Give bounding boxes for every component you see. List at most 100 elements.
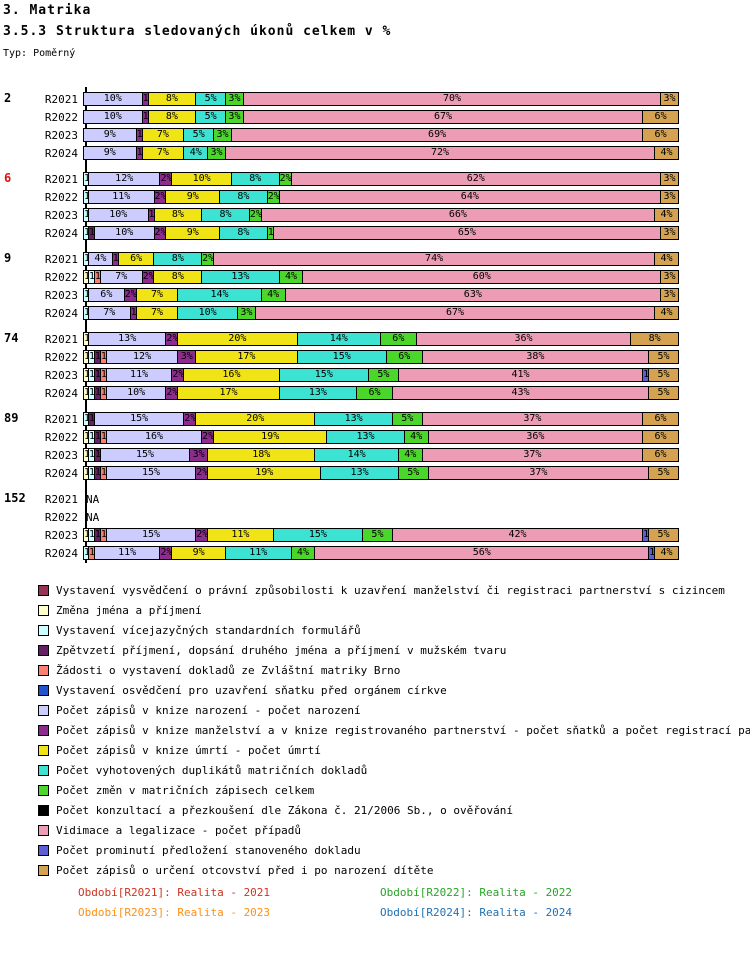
stacked-bar: 16%2%7%14%4%63%3% bbox=[83, 288, 679, 302]
bar-group-2: 2 R2021 10% 1 8% 5% 3% 70% 3% R2022 10% 1 8% 5% 3% 67% 6… bbox=[0, 90, 750, 162]
bar-segment-otcovstvi: 5% bbox=[649, 528, 679, 542]
bar-segment-snatky: 3% bbox=[178, 350, 197, 364]
bar-segment-snatky: 2% bbox=[196, 466, 209, 480]
bar-segment-formulare: 1 bbox=[83, 412, 89, 426]
bar-segment-duplikaty: 5% bbox=[196, 110, 227, 124]
bar-segment-zmeny: 2% bbox=[249, 208, 262, 222]
bar-group-89: 89R20211115%2%20%13%5%37%6%R2022111116%2… bbox=[0, 410, 750, 482]
bar-segment-zpetvzeti: 1 bbox=[94, 430, 101, 444]
bar-segment-umrti: 16% bbox=[184, 368, 280, 382]
stacked-bar: 111%2%9%8%2%64%3% bbox=[83, 190, 679, 204]
bar-segment-zpetvzeti: 1 bbox=[88, 412, 95, 426]
bar-segment-otcovstvi: 6% bbox=[643, 412, 679, 426]
bar-row: R2022 111%2%9%8%2%64%3% bbox=[0, 188, 750, 206]
year-label: R2023 bbox=[44, 288, 78, 302]
bar-segment-vidimace: 36% bbox=[428, 430, 644, 444]
bar-segment-zmeny: 3% bbox=[237, 306, 256, 320]
bar-segment-zmeny: 4% bbox=[261, 288, 286, 302]
bar-segment-umrti: 20% bbox=[178, 332, 298, 346]
bar-segment-narozeni: 15% bbox=[106, 466, 197, 480]
bar-group-74: 74R2021113%2%20%14%6%36%8%R2022111112%3%… bbox=[0, 330, 750, 402]
bar-segment-zpetvzeti: 1 bbox=[94, 448, 101, 462]
year-label: R2022 bbox=[44, 510, 78, 524]
bar-segment-narozeni: 15% bbox=[100, 448, 191, 462]
bar-segment-narozeni: 9% bbox=[83, 146, 137, 160]
bar-segment-zmeny: 6% bbox=[386, 350, 423, 364]
bar-segment-otcovstvi: 3% bbox=[661, 190, 679, 204]
legend-label: Počet konzultací a přezkoušení dle Zákon… bbox=[56, 803, 513, 817]
bar-segment-otcovstvi: 3% bbox=[661, 172, 679, 186]
bar-segment-zpetvzeti: 1 bbox=[94, 386, 101, 400]
bar-segment-zmeny: 2% bbox=[267, 190, 280, 204]
year-label: R2022 bbox=[44, 190, 78, 204]
bar-segment-formulare: 1 bbox=[88, 448, 95, 462]
year-label: R2023 bbox=[44, 208, 78, 222]
stacked-bar: 111115%2%19%13%5%37%5% bbox=[83, 466, 679, 480]
bar-row: R2021112%2%10%8%2%62%3% bbox=[0, 170, 750, 188]
bar-segment-duplikaty: 13% bbox=[315, 412, 393, 426]
year-label: R2022 bbox=[44, 350, 78, 364]
footer-period-r2022: Období[R2022]: Realita - 2022 bbox=[380, 886, 573, 899]
year-label: R2021 bbox=[44, 252, 78, 266]
legend-item-narozeni: Počet zápisů v knize narození - počet na… bbox=[38, 700, 750, 720]
bar-segment-zvlastni: 1 bbox=[100, 466, 107, 480]
bar-segment-zpetvzeti: 1 bbox=[94, 528, 101, 542]
bar-segment-vidimace: 42% bbox=[392, 528, 644, 542]
bar-segment-snatky: 2% bbox=[142, 270, 155, 284]
bar-segment-zvlastni: 1 bbox=[100, 528, 107, 542]
year-label: R2024 bbox=[44, 146, 78, 160]
bar-segment-umrti: 7% bbox=[142, 146, 185, 160]
bar-segment-vidimace: 56% bbox=[315, 546, 650, 560]
bar-segment-formulare: 1 bbox=[83, 252, 89, 266]
bar-segment-vidimace: 70% bbox=[243, 92, 662, 106]
legend-item-otcovstvi: Počet zápisů o určení otcovství před i p… bbox=[38, 860, 750, 880]
bar-segment-otcovstvi: 6% bbox=[643, 430, 679, 444]
bar-segment-duplikaty: 11% bbox=[225, 546, 292, 560]
group-label-9: 9 bbox=[4, 251, 12, 265]
bar-segment-narozeni: 10% bbox=[83, 92, 143, 106]
bar-segment-umrti: 7% bbox=[136, 288, 179, 302]
legend-label: Počet zápisů o určení otcovství před i p… bbox=[56, 863, 434, 877]
year-label: R2023 bbox=[44, 528, 78, 542]
bar-segment-zmena: 1 bbox=[83, 528, 89, 542]
bar-segment-zvlastni: 1 bbox=[100, 386, 107, 400]
chart-axis-line bbox=[85, 87, 87, 563]
bar-segment-snatky: 2% bbox=[172, 368, 185, 382]
period-legend: Období[R2021]: Realita - 2021 Období[R202… bbox=[78, 886, 572, 919]
bar-segment-narozeni: 10% bbox=[88, 208, 149, 222]
bar-segment-snatky: 2% bbox=[160, 172, 173, 186]
bar-segment-zmeny: 4% bbox=[291, 546, 316, 560]
bar-segment-prominuti: 1 bbox=[643, 368, 650, 382]
bar-segment-formulare: 1 bbox=[83, 306, 89, 320]
bar-segment-narozeni: 10% bbox=[106, 386, 167, 400]
bar-segment-snatky: 1 bbox=[148, 208, 155, 222]
legend-label: Vystavení vysvědčení o právní způsobilos… bbox=[56, 583, 725, 597]
bar-segment-vidimace: 37% bbox=[428, 466, 650, 480]
bar-segment-narozeni: 12% bbox=[106, 350, 179, 364]
bar-segment-vidimace: 64% bbox=[279, 190, 662, 204]
legend-label: Zpětvzetí příjmení, dopsání druhého jmén… bbox=[56, 643, 507, 657]
bar-segment-umrti: 9% bbox=[166, 226, 221, 240]
bar-segment-zmeny: 3% bbox=[214, 128, 232, 142]
na-value: NA bbox=[86, 492, 100, 506]
legend-swatch-cirkev bbox=[38, 684, 49, 696]
bar-segment-umrti: 19% bbox=[214, 430, 328, 444]
page-title: 3. Matrika bbox=[3, 3, 92, 18]
bar-segment-otcovstvi: 5% bbox=[649, 466, 679, 480]
bar-segment-zmeny: 4% bbox=[398, 448, 423, 462]
bar-segment-otcovstvi: 5% bbox=[649, 350, 679, 364]
bar-segment-vidimace: 43% bbox=[392, 386, 650, 400]
legend-label: Počet zápisů v knize úmrtí - počet úmrtí bbox=[56, 743, 321, 757]
bar-segment-snatky: 2% bbox=[202, 430, 215, 444]
bar-segment-umrti: 9% bbox=[172, 546, 226, 560]
footer-period-r2021: Období[R2021]: Realita - 2021 bbox=[78, 886, 271, 899]
bar-segment-vidimace: 69% bbox=[231, 128, 644, 142]
bar-row: R2021 10% 1 8% 5% 3% 70% 3% bbox=[0, 90, 750, 108]
bar-segment-zvlastni: 1 bbox=[94, 270, 101, 284]
bar-row: R2023111115%2%11%15%5%42%15% bbox=[0, 526, 750, 544]
bar-segment-otcovstvi: 4% bbox=[655, 208, 679, 222]
page-subtitle: 3.5.3 Struktura sledovaných úkonů celkem… bbox=[3, 24, 392, 39]
footer-period-r2023: Období[R2023]: Realita - 2023 bbox=[78, 906, 271, 919]
